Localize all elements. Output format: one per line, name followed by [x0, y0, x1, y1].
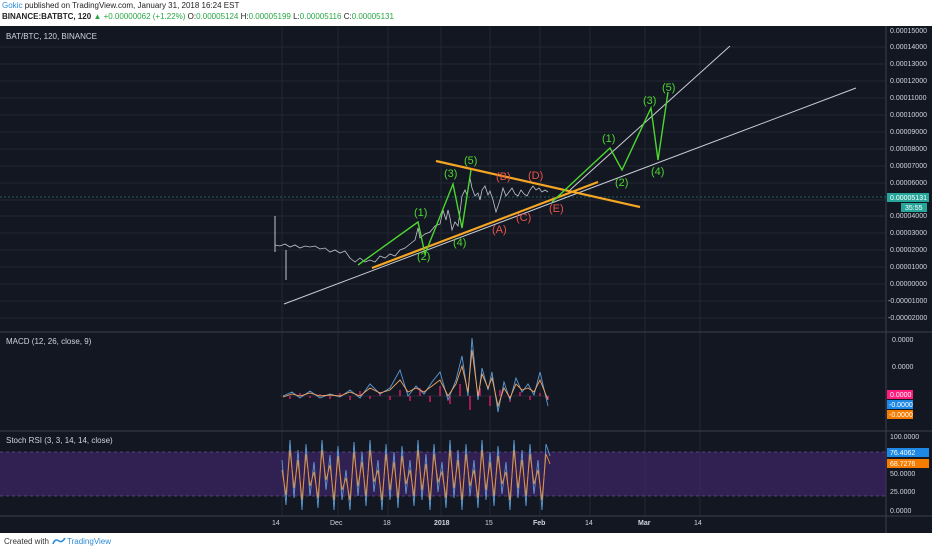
- time-tick: 18: [383, 520, 391, 527]
- price-tick: 0.00000000: [890, 281, 927, 288]
- snapshot-header: Gokic published on TradingView.com, Janu…: [0, 0, 932, 26]
- macd-signal-line: [282, 349, 549, 408]
- high-label: H:: [240, 12, 249, 21]
- wave-label: (2): [615, 177, 628, 189]
- snapshot-footer: Created with TradingView: [0, 533, 932, 550]
- projection-line[interactable]: [569, 45, 731, 191]
- support-trendline[interactable]: [371, 180, 599, 270]
- wave-label: (B): [496, 171, 511, 183]
- wave-label: (4): [453, 237, 466, 249]
- wave-label: (C): [516, 212, 531, 224]
- price-tick: 0.00001000: [890, 264, 927, 271]
- rsi-scale: 0.0000: [890, 508, 912, 515]
- rsi-pane-title: Stoch RSI (3, 3, 14, 14, close): [6, 436, 113, 445]
- publisher-line: Gokic published on TradingView.com, Janu…: [2, 1, 239, 11]
- wave-count-historic: [357, 169, 472, 266]
- price-tick: 0.00012000: [890, 78, 927, 85]
- time-tick: Feb: [533, 520, 545, 527]
- long-trendline[interactable]: [283, 87, 857, 305]
- price-tick: 0.00015000: [890, 28, 927, 35]
- high-value: 0.00005199: [248, 12, 291, 21]
- low-label: L:: [293, 12, 300, 21]
- wave-label: (5): [464, 155, 477, 167]
- published-text: published on TradingView.com, January 31…: [24, 1, 240, 10]
- time-tick: 14: [272, 520, 280, 527]
- username-link[interactable]: Gokic: [2, 1, 23, 10]
- macd-tag-signal: [887, 410, 913, 419]
- open-value: 0.00005124: [196, 12, 239, 21]
- wave-label: (1): [602, 133, 615, 145]
- wave-label: (3): [643, 95, 656, 107]
- rsi-scale: 50.0000: [890, 471, 915, 478]
- current-price-text: 0.00005131: [890, 195, 927, 202]
- resistance-trendline[interactable]: [435, 159, 641, 209]
- chart-grid: [0, 26, 886, 516]
- current-price-tag: [887, 193, 929, 202]
- price-tick: 0.00009000: [890, 129, 927, 136]
- wave-labels-red: (A) (B) (C) (D) (E): [492, 170, 564, 236]
- created-with-text: Created with: [4, 537, 49, 546]
- open-label: O:: [187, 12, 197, 21]
- price-tick: 0.00007000: [890, 163, 927, 170]
- chart-canvas[interactable]: BAT/BTC, 120, BINANCE 0.00015000 0.00014…: [0, 26, 932, 533]
- price-tick: 0.00011000: [890, 95, 927, 102]
- wave-labels-green: (1) (2) (3) (4) (5) (1) (2) (3) (4) (5): [414, 82, 675, 263]
- time-tick: 14: [694, 520, 702, 527]
- price-tick: 0.00008000: [890, 146, 927, 153]
- price-tick: 0.00014000: [890, 44, 927, 51]
- countdown-text: 35:55: [905, 205, 923, 212]
- rsi-d-line: [281, 449, 551, 501]
- close-value: 0.00005131: [351, 12, 394, 21]
- macd-scale: 0.0000: [892, 337, 914, 344]
- price-tick: -0.00001000: [888, 298, 927, 305]
- price-series: [274, 177, 549, 263]
- price-tick: 0.00002000: [890, 247, 927, 254]
- rsi-k-tag-text: 76.4062: [890, 450, 915, 457]
- price-tick: 0.00004000: [890, 213, 927, 220]
- wave-label: (2): [417, 251, 430, 263]
- time-tick: Dec: [330, 520, 343, 527]
- change-value: ▲ +0.00000062 (+1.22%): [93, 12, 186, 21]
- countdown-tag: [901, 203, 927, 212]
- time-tick: 14: [585, 520, 593, 527]
- tradingview-logo-icon: [52, 536, 66, 548]
- wave-label: (5): [662, 82, 675, 94]
- price-tick: 0.00006000: [890, 180, 927, 187]
- price-tick: -0.00002000: [888, 315, 927, 322]
- rsi-d-tag: [887, 459, 929, 468]
- time-tick: 15: [485, 520, 493, 527]
- wave-label: (4): [651, 166, 664, 178]
- wave-count-projected: [551, 91, 669, 203]
- macd-tag-macd: [887, 400, 913, 409]
- price-tick: 0.00013000: [890, 61, 927, 68]
- rsi-scale: 25.0000: [890, 489, 915, 496]
- macd-pane-title: MACD (12, 26, close, 9): [6, 337, 92, 346]
- rsi-scale: 100.0000: [890, 434, 919, 441]
- ohlc-line: BINANCE:BATBTC, 120 ▲ +0.00000062 (+1.22…: [2, 12, 394, 22]
- price-tick: 0.00003000: [890, 230, 927, 237]
- price-tick: 0.00010000: [890, 112, 927, 119]
- wave-label: (E): [549, 203, 564, 215]
- rsi-d-tag-text: 68.7276: [890, 461, 915, 468]
- wave-label: (1): [414, 207, 427, 219]
- time-tick: Mar: [638, 520, 651, 527]
- main-pane-title: BAT/BTC, 120, BINANCE: [6, 32, 97, 41]
- macd-tag-text: -0.0000: [889, 412, 913, 419]
- macd-tag-text: -0.0000: [889, 402, 913, 409]
- time-tick: 2018: [434, 520, 450, 527]
- wave-label: (3): [444, 168, 457, 180]
- macd-tag-histogram: [887, 390, 913, 399]
- macd-tag-text: 0.0000: [890, 392, 912, 399]
- tradingview-link[interactable]: TradingView: [67, 537, 112, 546]
- time-axis[interactable]: 14 Dec 18 2018 15 Feb 14 Mar 14: [272, 520, 702, 527]
- close-label: C:: [343, 12, 352, 21]
- wave-label: (A): [492, 224, 507, 236]
- symbol-label: BINANCE:BATBTC, 120: [2, 12, 92, 21]
- low-value: 0.00005116: [299, 12, 342, 21]
- macd-scale: 0.0000: [892, 364, 914, 371]
- rsi-k-tag: [887, 448, 929, 457]
- wave-label: (D): [528, 170, 543, 182]
